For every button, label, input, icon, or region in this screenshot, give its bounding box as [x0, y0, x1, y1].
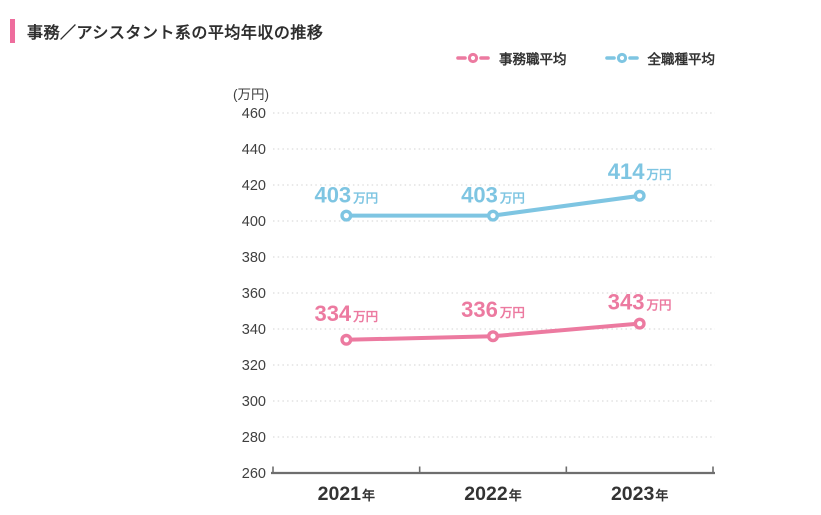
data-point-value-label: 403 万円: [314, 183, 378, 208]
chart-title-row: 事務／アシスタント系の平均年収の推移: [10, 19, 323, 43]
data-point-value-label: 336 万円: [461, 297, 525, 322]
y-axis-unit-label: (万円): [233, 87, 269, 102]
legend-label-office-average: 事務職平均: [499, 52, 567, 67]
data-point-marker-office-average: [340, 333, 353, 346]
y-axis-tick-label: 380: [242, 250, 266, 266]
legend-label-all-occupations-average: 全職種平均: [647, 52, 716, 67]
page-title: 事務／アシスタント系の平均年収の推移: [27, 25, 324, 42]
data-point-value-label: 334 万円: [314, 301, 378, 326]
data-point-marker-all-occupations-average: [487, 209, 500, 222]
blue-line-marker-icon: [604, 52, 639, 64]
data-point-value-label: 343 万円: [608, 290, 672, 315]
data-point-value-label: 414 万円: [608, 159, 672, 184]
x-axis-category-label: 2021年: [318, 483, 375, 505]
y-axis-tick-label: 260: [242, 466, 266, 482]
pink-line-marker-icon: [456, 52, 490, 64]
y-axis-tick-label: 280: [242, 430, 266, 446]
y-axis-tick-label: 320: [242, 358, 266, 374]
y-axis-tick-label: 340: [242, 322, 266, 338]
y-axis-tick-label: 400: [242, 214, 266, 230]
y-axis-tick-label: 360: [242, 286, 266, 302]
data-point-value-label: 403 万円: [461, 183, 525, 208]
y-axis-tick-label: 420: [242, 178, 266, 194]
chart-legend: 事務職平均 全職種平均: [456, 48, 715, 68]
legend-item-all-occupations-average: 全職種平均: [604, 48, 716, 68]
legend-item-office-average: 事務職平均: [456, 48, 567, 68]
data-point-marker-office-average: [487, 330, 500, 343]
y-axis-tick-label: 300: [242, 394, 266, 410]
data-point-marker-all-occupations-average: [340, 209, 353, 222]
y-axis-tick-label: 440: [242, 142, 266, 158]
data-point-marker-office-average: [633, 317, 646, 330]
y-axis-tick-label: 460: [242, 106, 266, 122]
x-axis-category-label: 2023年: [611, 483, 668, 505]
x-axis-category-label: 2022年: [464, 483, 521, 505]
data-point-marker-all-occupations-average: [633, 189, 646, 202]
title-accent-bar: [10, 19, 15, 43]
